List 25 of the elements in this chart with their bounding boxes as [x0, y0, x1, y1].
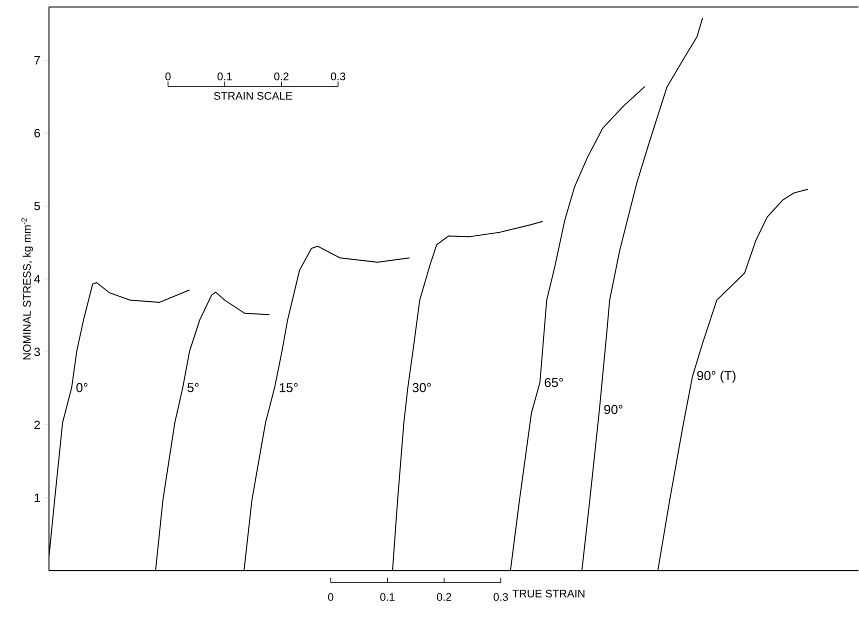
series-label: 30° — [412, 383, 431, 392]
annotation: 0 — [165, 72, 171, 80]
x-axis-title: TRUE STRAIN — [512, 590, 584, 598]
series-label: 65° — [544, 378, 563, 388]
annotation: 0.1 — [218, 72, 232, 80]
x-tick-label: 0 — [328, 593, 334, 602]
x-tick-label: 0.3 — [494, 593, 508, 602]
y-axis-title: NOMINAL STRESS, kg mm$^{-2}$ — [21, 218, 33, 360]
y-tick-label: 7 — [34, 56, 40, 65]
y-tick-label: 1 — [34, 494, 40, 502]
series-label: 5° — [187, 383, 199, 392]
x-tick-label: 0.2 — [436, 593, 452, 602]
series-label: 90° (T) — [697, 370, 736, 383]
y-tick-label: 6 — [34, 129, 40, 138]
y-tick-label: 2 — [34, 420, 40, 430]
series-label: 90° — [604, 405, 622, 414]
y-tick-label: 5 — [34, 202, 40, 210]
annotation: 0.2 — [274, 72, 288, 80]
annotation: STRAIN SCALE — [214, 92, 292, 100]
series-label: 0° — [76, 383, 88, 392]
series-label: 15° — [280, 383, 298, 392]
y-tick-label: 4 — [34, 275, 40, 284]
y-tick-label: 3 — [34, 348, 40, 356]
x-tick-label: 0.1 — [380, 593, 394, 602]
annotation: 0.3 — [330, 72, 346, 80]
